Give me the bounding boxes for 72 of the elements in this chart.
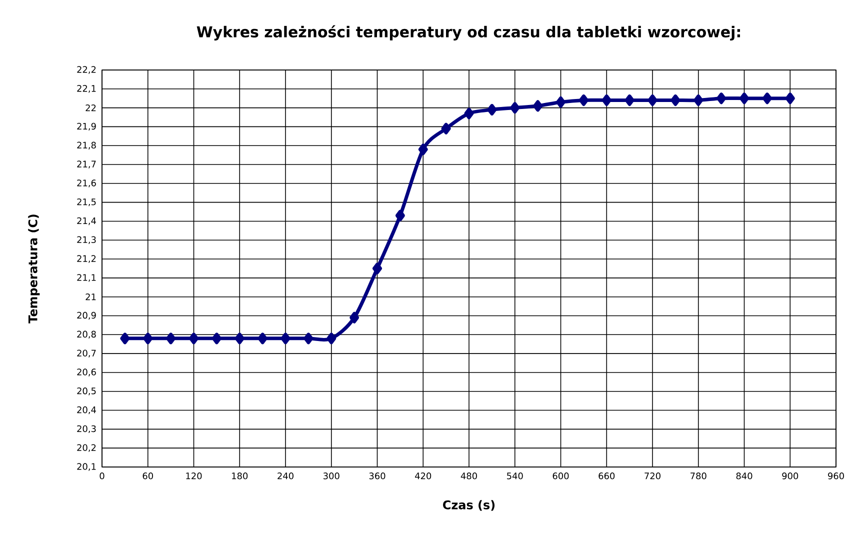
x-tick-label: 300 <box>324 472 340 480</box>
point <box>120 332 130 344</box>
point <box>212 332 222 344</box>
x-tick-label: 180 <box>232 472 248 480</box>
y-tick-label: 21,5 <box>77 198 96 206</box>
point <box>464 108 474 120</box>
y-tick-label: 22 <box>86 104 96 112</box>
x-axis-title: Czas (s) <box>443 500 495 511</box>
point <box>533 100 543 112</box>
y-tick-label: 20,8 <box>77 330 96 339</box>
point <box>280 332 290 344</box>
y-tick-label: 21,3 <box>77 236 96 244</box>
point <box>304 332 314 344</box>
point <box>556 96 566 108</box>
point <box>510 102 520 114</box>
y-tick-label: 20,7 <box>77 350 96 358</box>
x-tick-label: 780 <box>690 472 706 480</box>
x-tick-label: 540 <box>507 472 523 480</box>
y-tick-label: 21,7 <box>77 160 96 168</box>
y-tick-label: 21,8 <box>77 142 96 150</box>
y-tick-label: 20,1 <box>77 463 96 471</box>
x-tick-label: 840 <box>736 472 752 480</box>
y-tick-label: 20,6 <box>77 368 96 376</box>
y-tick-label: 22,2 <box>77 66 96 74</box>
point <box>166 332 176 344</box>
point <box>648 94 658 106</box>
point <box>487 104 497 116</box>
point <box>716 92 726 104</box>
x-tick-label: 960 <box>828 472 844 480</box>
point <box>395 210 405 222</box>
x-tick-label: 240 <box>278 472 294 480</box>
y-tick-label: 21,1 <box>77 274 96 282</box>
y-tick-label: 20,5 <box>77 388 96 396</box>
x-tick-label: 420 <box>415 472 432 480</box>
x-tick-label: 480 <box>460 472 477 480</box>
y-axis-title: Temperatura (C) <box>28 214 40 324</box>
x-tick-label: 600 <box>552 472 569 480</box>
y-tick-label: 21,9 <box>77 122 96 131</box>
point <box>189 332 199 344</box>
x-tick-label: 360 <box>369 472 386 480</box>
x-tick-label: 660 <box>598 472 615 480</box>
y-tick-label: 20,4 <box>77 406 96 414</box>
point <box>143 332 153 344</box>
point <box>740 92 749 104</box>
y-tick-label: 21 <box>86 294 96 300</box>
point <box>785 92 795 104</box>
y-tick-label: 22,1 <box>77 85 96 93</box>
y-tick-label: 20,3 <box>77 425 96 434</box>
point <box>602 94 612 106</box>
point <box>372 262 382 274</box>
x-tick-label: 900 <box>782 472 798 480</box>
y-tick-label: 20,2 <box>77 444 96 452</box>
x-tick-label: 60 <box>142 472 153 480</box>
y-tick-label: 21,6 <box>77 180 96 188</box>
y-tick-label: 21,4 <box>77 217 96 226</box>
point <box>350 312 360 324</box>
point <box>234 332 244 344</box>
y-tick-label: 21,2 <box>77 255 96 263</box>
x-tick-label: 0 <box>100 472 104 480</box>
point <box>441 122 451 134</box>
x-tick-label: 120 <box>186 472 202 480</box>
point <box>694 94 704 106</box>
chart-title: Wykres zależności temperatury od czasu dla tabletki wzorcowej: <box>196 25 740 40</box>
y-tick-label: 20,9 <box>77 312 96 320</box>
point <box>762 92 772 104</box>
point <box>418 144 428 156</box>
point <box>326 332 336 344</box>
point <box>670 94 680 106</box>
point <box>624 94 634 106</box>
point <box>258 332 268 344</box>
x-tick-label: 720 <box>644 472 660 480</box>
point <box>578 94 588 106</box>
